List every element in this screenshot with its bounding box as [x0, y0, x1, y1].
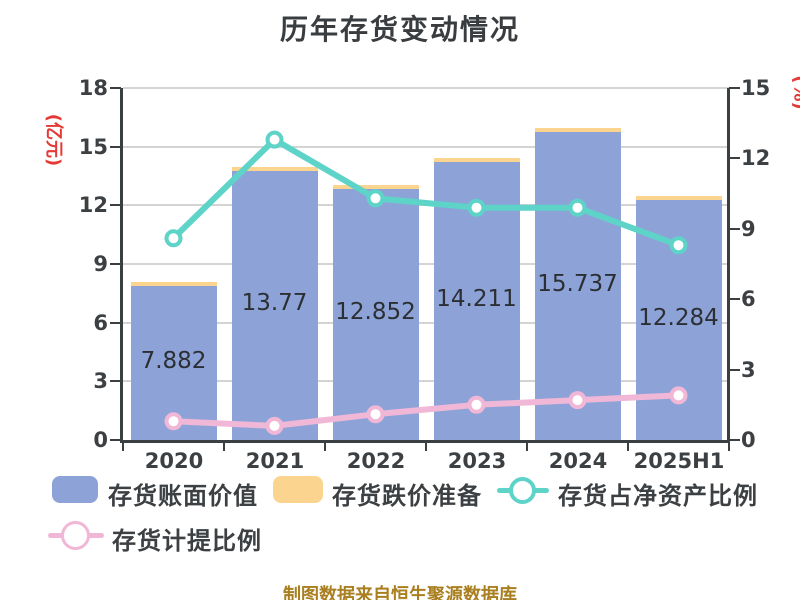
left-axis-tick-0 — [110, 439, 121, 441]
line-point-net_asset_ratio-2022 — [366, 189, 385, 208]
legend-label-book-value[interactable]: 存货账面价值 — [108, 482, 258, 510]
left-axis-tick-18 — [110, 87, 121, 89]
x-axis-tick-3 — [425, 441, 427, 451]
x-axis-label-2024: 2024 — [548, 449, 608, 473]
bar-value-label-2022: 12.852 — [335, 299, 416, 326]
left-axis-tick-label-18: 18 — [78, 76, 108, 100]
legend-label-net-asset-ratio[interactable]: 存货占净资产比例 — [558, 482, 758, 510]
x-axis-tick-2 — [324, 441, 326, 451]
left-axis-tick-label-0: 0 — [93, 428, 108, 452]
right-axis-tick-9 — [729, 227, 740, 230]
right-axis-tick-6 — [729, 298, 740, 301]
x-axis-label-2023: 2023 — [447, 449, 507, 473]
bar-value-label-2025H1: 12.284 — [638, 304, 719, 331]
x-axis-label-2022: 2022 — [346, 449, 406, 473]
bar-provision-2025H1 — [635, 195, 722, 200]
bar-book-value-2022 — [332, 188, 419, 440]
bar-value-label-2021: 13.77 — [241, 290, 308, 317]
bar-value-label-2020: 7.882 — [140, 347, 207, 374]
line-series-layer — [164, 130, 688, 435]
bar-provision-2024 — [534, 128, 621, 133]
gridline-18 — [123, 87, 729, 89]
right-axis-tick-label-12: 12 — [741, 146, 771, 171]
right-axis-tick-label-3: 3 — [741, 357, 756, 382]
legend-swatch-provision[interactable] — [273, 476, 323, 503]
x-axis-label-2020: 2020 — [144, 449, 204, 473]
bar-provision-2020 — [130, 282, 217, 286]
bar-book-value-2024 — [534, 132, 621, 440]
right-axis-line — [727, 88, 730, 443]
x-axis-label-2021: 2021 — [245, 449, 305, 473]
line-point-provision_ratio-2025H1 — [669, 386, 688, 405]
left-axis-tick-label-3: 3 — [93, 369, 108, 394]
right-axis-tick-label-6: 6 — [741, 287, 756, 312]
bar-book-value-2021 — [231, 170, 318, 440]
legend-marker-net-asset-ratio-icon[interactable] — [509, 477, 536, 504]
line-point-net_asset_ratio-2024 — [568, 198, 587, 217]
line-point-provision_ratio-2024 — [568, 391, 587, 410]
bar-provision-2021 — [231, 166, 318, 171]
gridline-6 — [123, 321, 729, 324]
left-axis-tick-3 — [110, 380, 121, 383]
line-point-provision_ratio-2021 — [265, 416, 284, 435]
right-axis-tick-3 — [729, 368, 740, 371]
legend-label-provision[interactable]: 存货跌价准备 — [332, 482, 482, 510]
bar-value-label-2024: 15.737 — [537, 271, 618, 298]
right-axis-tick-12 — [729, 157, 740, 160]
left-axis-tick-9 — [110, 263, 121, 265]
left-axis-tick-label-12: 12 — [78, 193, 108, 218]
legend-marker-provision-ratio-icon[interactable] — [61, 521, 90, 550]
right-axis-tick-0 — [729, 439, 740, 441]
right-axis-tick-label-0: 0 — [741, 428, 756, 452]
line-net_asset_ratio — [170, 136, 682, 249]
plot-area: 7.882 13.77 12.852 14.211 15.737 12.284 — [123, 87, 729, 440]
x-axis-tick-0 — [122, 441, 124, 451]
chart-title: 历年存货变动情况 — [279, 13, 520, 46]
line-provision_ratio — [170, 392, 682, 429]
line-point-net_asset_ratio-2020 — [164, 229, 183, 248]
gridline-9 — [123, 263, 729, 265]
left-axis-line — [120, 88, 123, 443]
x-axis-tick-4 — [526, 441, 528, 451]
left-axis-tick-label-9: 9 — [93, 252, 108, 276]
x-axis-tick-1 — [223, 441, 225, 451]
left-axis-tick-6 — [110, 321, 121, 324]
line-point-provision_ratio-2020 — [164, 412, 183, 431]
left-axis-tick-label-15: 15 — [78, 134, 108, 159]
line-point-net_asset_ratio-2025H1 — [669, 236, 688, 255]
data-source-note: 制图数据来自恒生聚源数据库 — [283, 585, 517, 600]
right-axis-tick-15 — [729, 87, 740, 89]
line-point-net_asset_ratio-2021 — [265, 130, 284, 149]
right-axis-tick-label-9: 9 — [741, 216, 756, 241]
x-axis-tick-6 — [728, 441, 730, 451]
gridline-15 — [123, 145, 729, 148]
gridline-3 — [123, 380, 729, 383]
bar-value-label-2023: 14.211 — [436, 286, 517, 312]
right-axis-tick-label-15: 15 — [741, 76, 771, 100]
line-point-provision_ratio-2023 — [467, 395, 486, 414]
left-axis-tick-12 — [110, 204, 121, 207]
left-axis-tick-label-6: 6 — [93, 310, 108, 335]
bar-provision-2022 — [332, 184, 419, 189]
legend-label-provision-ratio[interactable]: 存货计提比例 — [112, 527, 262, 555]
x-axis-label-2025H1: 2025H1 — [633, 449, 725, 473]
legend-swatch-book-value[interactable] — [52, 476, 98, 503]
bar-provision-2023 — [433, 158, 520, 163]
line-point-provision_ratio-2022 — [366, 405, 385, 424]
x-axis-tick-5 — [627, 441, 629, 451]
left-axis-tick-15 — [110, 145, 121, 148]
line-point-net_asset_ratio-2023 — [467, 198, 486, 217]
